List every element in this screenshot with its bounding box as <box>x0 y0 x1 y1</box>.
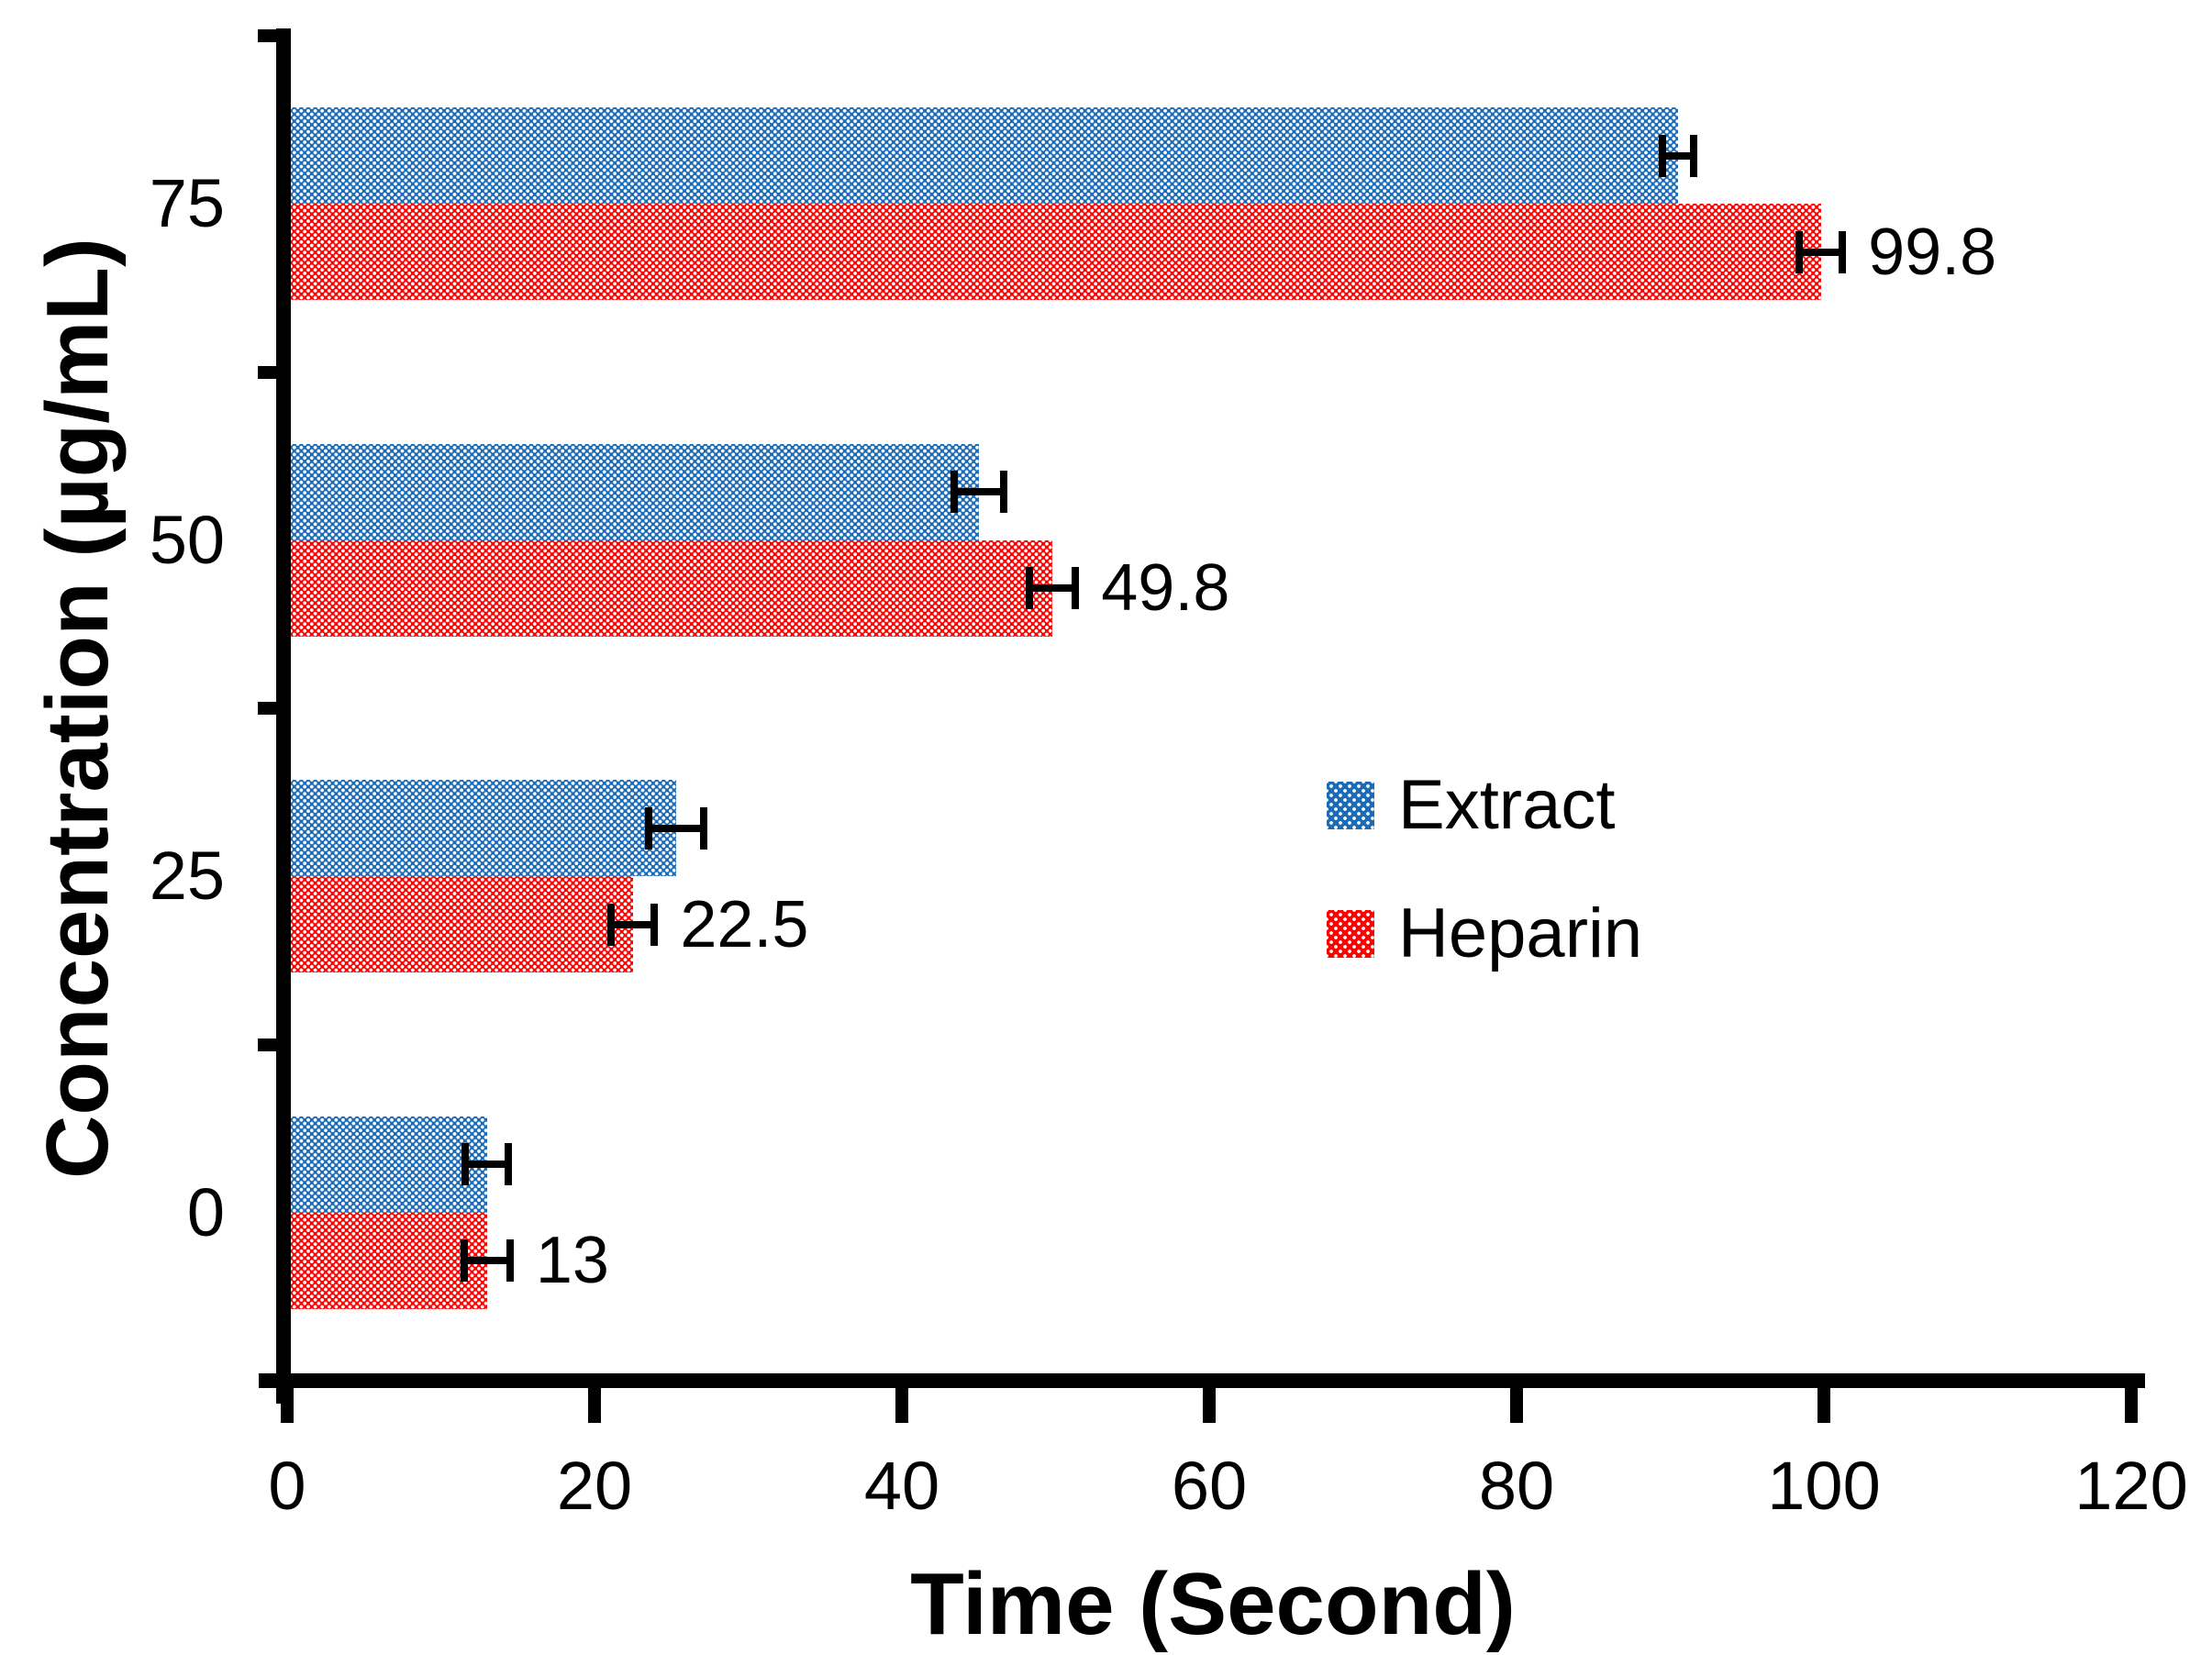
extract-legend-swatch-icon <box>1327 782 1374 829</box>
y-category-label: 50 <box>149 501 225 578</box>
bar-heparin-75 <box>291 204 1821 301</box>
x-tick-label: 120 <box>2074 1448 2188 1524</box>
error-bar-cap <box>607 903 616 946</box>
y-axis-tick <box>258 702 276 715</box>
error-bar-cap <box>950 471 958 514</box>
x-tick-label: 80 <box>1478 1448 1555 1524</box>
error-bar-cap <box>461 1143 470 1186</box>
error-bar-cap <box>1689 134 1697 177</box>
y-axis-tick <box>258 1038 276 1051</box>
x-tick-label: 60 <box>1171 1448 1248 1524</box>
error-bar-line <box>1799 248 1843 256</box>
x-tick-label: 100 <box>1767 1448 1881 1524</box>
error-bar-line <box>465 1161 509 1169</box>
legend-item-heparin: Heparin <box>1327 894 1643 972</box>
error-bar-line <box>611 920 655 928</box>
error-bar-cap <box>1026 567 1034 610</box>
legend-label-extract: Extract <box>1398 766 1616 844</box>
error-bar-line <box>1662 151 1694 160</box>
y-axis-line <box>276 28 291 1404</box>
x-tick-label: 0 <box>268 1448 306 1524</box>
data-label-50: 49.8 <box>1101 551 1230 626</box>
x-axis-tick <box>281 1388 294 1423</box>
error-bar-cap <box>460 1239 468 1283</box>
bar-extract-50 <box>291 443 979 540</box>
legend-item-extract: Extract <box>1327 766 1616 844</box>
x-axis-tick <box>895 1388 908 1423</box>
x-tick-label: 40 <box>863 1448 940 1524</box>
error-bar-cap <box>1839 230 1847 273</box>
data-label-75: 99.8 <box>1868 215 1997 289</box>
error-bar-line <box>648 824 704 832</box>
error-bar-cap <box>650 903 659 946</box>
error-bar-line <box>1029 584 1076 593</box>
y-category-label: 25 <box>149 838 225 915</box>
bar-extract-25 <box>291 780 676 877</box>
bar-heparin-25 <box>291 876 633 973</box>
error-bar-cap <box>1072 567 1080 610</box>
x-axis-line <box>259 1373 2145 1388</box>
y-axis-tick <box>258 365 276 379</box>
error-bar-cap <box>505 1143 513 1186</box>
error-bar-line <box>953 488 1004 496</box>
data-label-25: 22.5 <box>680 887 809 961</box>
x-tick-label: 20 <box>556 1448 633 1524</box>
y-axis-title: Concentration (µg/mL) <box>28 238 127 1179</box>
heparin-legend-swatch-icon <box>1327 910 1374 958</box>
bar-heparin-50 <box>291 539 1053 637</box>
data-label-0: 13 <box>535 1224 609 1298</box>
x-axis-tick <box>588 1388 601 1423</box>
error-bar-cap <box>644 806 652 850</box>
bar-extract-0 <box>291 1116 487 1213</box>
error-bar-cap <box>506 1239 514 1283</box>
error-bar-cap <box>999 471 1007 514</box>
error-bar-line <box>463 1257 510 1265</box>
x-axis-tick <box>2125 1388 2138 1423</box>
x-axis-tick <box>1817 1388 1830 1423</box>
x-axis-tick <box>1203 1388 1216 1423</box>
error-bar-cap <box>1795 230 1804 273</box>
y-category-label: 75 <box>149 165 225 242</box>
bar-heparin-0 <box>291 1212 487 1309</box>
bar-extract-75 <box>291 107 1678 205</box>
error-bar-cap <box>1659 134 1667 177</box>
error-bar-cap <box>699 806 707 850</box>
x-axis-tick <box>1510 1388 1523 1423</box>
y-category-label: 0 <box>186 1173 225 1250</box>
x-axis-title: Time (Second) <box>910 1555 1516 1653</box>
legend-label-heparin: Heparin <box>1398 894 1643 972</box>
y-axis-tick <box>258 29 276 42</box>
